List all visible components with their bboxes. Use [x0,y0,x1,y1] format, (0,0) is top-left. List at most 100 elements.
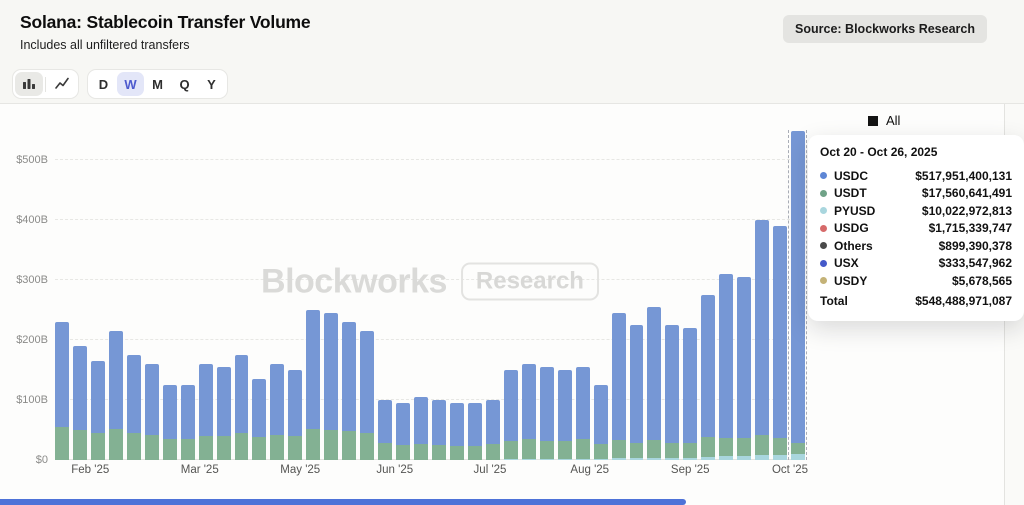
bar-week-21[interactable] [432,400,446,460]
series-value: $5,678,565 [951,273,1012,288]
x-axis: Feb '25 Mar '25 May '25 Jun '25 Jul '25 Aug '… [55,464,808,480]
bar-week-35[interactable] [683,328,698,460]
bar-segment-usdt [701,437,716,457]
bar-week-28[interactable] [557,370,572,460]
bar-week-41[interactable] [791,131,806,460]
toolbar: D W M Q Y [12,69,228,99]
bar-segment-usdc [432,400,446,445]
bar-week-36[interactable] [701,295,716,460]
bar-week-10[interactable] [234,355,249,460]
bar-segment-usdc [324,313,339,430]
bar-week-32[interactable] [629,325,644,460]
bar-segment-usdc [126,355,141,433]
bar-segment-pyusd [773,455,788,460]
bar-segment-usdc [449,403,464,446]
bar-segment-usdt [773,438,788,456]
bar-segment-usdc [162,385,177,439]
period-button-w[interactable]: W [117,72,144,96]
bar-week-3[interactable] [108,331,123,460]
bar-segment-usdt [144,434,159,460]
bar-segment-usdc [557,370,572,441]
series-value: $899,390,378 [938,238,1012,253]
bar-week-40[interactable] [773,226,788,460]
bar-segment-usdc [378,400,393,444]
bar-chart-toggle[interactable] [15,72,43,96]
bar-segment-usdc [144,364,159,435]
bar-segment-pyusd [791,454,806,460]
bar-segment-usdt [126,433,141,460]
legend-item-all[interactable]: All [868,113,900,128]
bar-week-14[interactable] [306,310,321,460]
bar-segment-usdc [288,370,303,436]
bar-week-8[interactable] [198,364,213,460]
bar-week-1[interactable] [72,346,87,460]
y-tick-label: $100B [16,394,48,406]
legend-label: All [886,113,901,128]
period-button-m[interactable]: M [144,72,171,96]
x-tick-label: Jun '25 [376,464,414,476]
bar-week-12[interactable] [270,364,285,460]
tooltip-row: USDY $5,678,565 [820,272,1012,290]
bar-segment-pyusd [503,458,518,460]
bar-week-31[interactable] [611,313,626,460]
bar-week-4[interactable] [126,355,141,460]
bar-week-19[interactable] [396,403,411,460]
period-button-y[interactable]: Y [198,72,225,96]
bar-segment-usdt [629,442,644,459]
bar-segment-pyusd [521,458,536,460]
bar-segment-pyusd [701,457,716,460]
bar-week-2[interactable] [90,361,105,460]
bottom-scrollbar[interactable] [0,499,686,505]
bar-week-26[interactable] [521,364,536,460]
tooltip-rows: USDC $517,951,400,131 USDT $17,560,641,491 P… [820,167,1012,290]
bar-week-9[interactable] [216,367,231,460]
bar-week-11[interactable] [252,379,267,460]
bar-week-25[interactable] [503,370,518,460]
bar-segment-usdt [485,444,500,460]
watermark-suffix: Research [460,262,599,301]
bar-week-39[interactable] [755,220,770,460]
legend-swatch-icon [868,115,878,126]
bar-week-23[interactable] [467,403,482,460]
bar-week-29[interactable] [575,367,590,460]
gridline [55,339,805,340]
bar-week-34[interactable] [665,325,680,460]
y-tick-label: $300B [16,274,48,286]
bar-week-5[interactable] [144,364,159,460]
bar-week-13[interactable] [288,370,303,460]
series-dot-icon [820,207,827,215]
y-tick-label: $400B [16,214,48,226]
bar-segment-usdc [755,220,770,436]
bar-week-18[interactable] [378,400,393,460]
bar-segment-usdt [72,430,87,460]
period-button-q[interactable]: Q [171,72,198,96]
bar-week-30[interactable] [593,385,608,460]
bar-segment-pyusd [647,458,662,460]
bar-segment-usdt [539,440,554,459]
bar-segment-usdt [216,436,231,460]
tooltip-row: USX $333,547,962 [820,255,1012,273]
series-value: $17,560,641,491 [921,186,1012,201]
tooltip: Oct 20 - Oct 26, 2025 USDC $517,951,400,1… [808,135,1024,321]
bar-week-37[interactable] [719,274,734,460]
tooltip-title: Oct 20 - Oct 26, 2025 [820,145,938,159]
source-badge[interactable]: Source: Blockworks Research [783,15,987,43]
bar-week-27[interactable] [539,367,554,460]
bar-segment-usdc [611,313,626,441]
bar-week-33[interactable] [647,307,662,460]
bar-week-6[interactable] [162,385,177,460]
bar-segment-pyusd [755,455,770,460]
bar-week-20[interactable] [414,397,429,460]
period-button-d[interactable]: D [90,72,117,96]
bar-week-24[interactable] [485,400,500,460]
bar-week-38[interactable] [737,277,752,460]
bar-week-7[interactable] [180,385,195,460]
bar-segment-usdc [737,277,752,439]
bar-week-0[interactable] [55,322,69,460]
line-chart-toggle[interactable] [48,72,76,96]
bar-week-17[interactable] [360,331,375,460]
y-tick-label: $0 [35,454,48,466]
bar-week-22[interactable] [449,403,464,460]
bar-week-16[interactable] [342,322,357,460]
bar-week-15[interactable] [324,313,339,460]
